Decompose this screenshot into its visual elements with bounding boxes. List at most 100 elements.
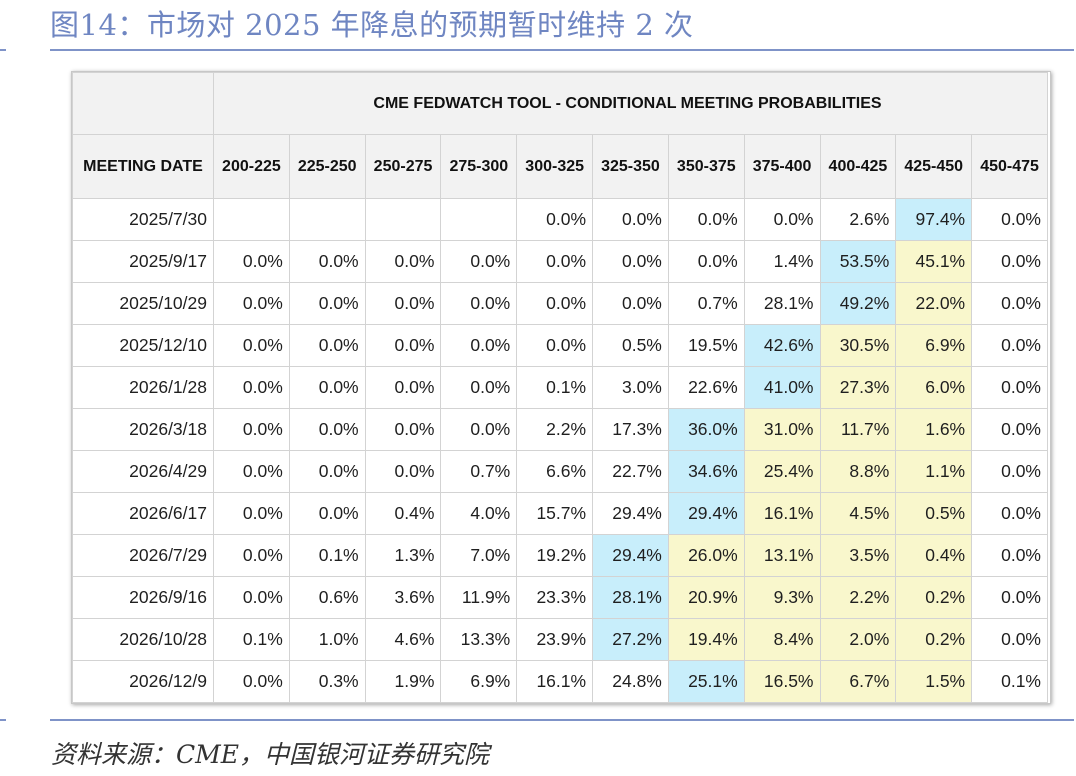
table-row: 2025/12/10 0.0% 0.0% 0.0% 0.0% 0.0% 0.5% 19.5% 4… <box>72 324 1048 367</box>
probability-cell: 0.0% <box>971 198 1048 241</box>
probability-cell: 0.0% <box>592 282 669 325</box>
probability-cell: 0.0% <box>213 450 290 493</box>
meeting-date-cell: 2026/3/18 <box>72 408 214 451</box>
table-row: 2026/9/16 0.0% 0.6% 3.6% 11.9% 23.3% 28.1% 20.9… <box>72 576 1048 619</box>
probability-cell: 9.3% <box>743 576 821 619</box>
probability-cell: 0.0% <box>516 324 594 367</box>
meeting-date-header: MEETING DATE <box>72 134 214 199</box>
probability-cell: 0.0% <box>213 534 290 577</box>
probability-cell <box>364 198 442 241</box>
probability-cell: 8.8% <box>819 450 897 493</box>
probability-cell: 1.9% <box>364 660 442 703</box>
probability-cell: 0.0% <box>516 282 594 325</box>
rate-column-header: 350-375 <box>667 134 745 199</box>
probability-cell: 27.3% <box>819 366 897 409</box>
probability-cell: 0.0% <box>971 408 1048 451</box>
probability-cell: 0.5% <box>592 324 669 367</box>
meeting-date-cell: 2025/10/29 <box>72 282 214 325</box>
rate-column-header: 400-425 <box>819 134 897 199</box>
rate-column-header: 325-350 <box>592 134 669 199</box>
probability-cell: 0.1% <box>516 366 594 409</box>
meeting-date-cell: 2026/6/17 <box>72 492 214 535</box>
probability-cell: 0.0% <box>971 366 1048 409</box>
probability-cell: 0.0% <box>213 660 290 703</box>
probability-cell: 0.0% <box>213 282 290 325</box>
probability-cell: 0.0% <box>213 576 290 619</box>
table-row: 2026/4/29 0.0% 0.0% 0.0% 0.7% 6.6% 22.7% 34.6% 2… <box>72 450 1048 493</box>
probability-cell: 4.6% <box>364 618 442 661</box>
meeting-date-cell: 2025/12/10 <box>72 324 214 367</box>
table-row: 2026/12/9 0.0% 0.3% 1.9% 6.9% 16.1% 24.8% 25.1%… <box>72 660 1048 703</box>
probability-cell: 0.4% <box>895 534 973 577</box>
probability-cell: 0.4% <box>364 492 442 535</box>
table-row: 2026/3/18 0.0% 0.0% 0.0% 0.0% 2.2% 17.3% 36.0% 3… <box>72 408 1048 451</box>
probability-cell: 0.0% <box>743 198 821 241</box>
probability-cell: 0.5% <box>895 492 973 535</box>
probability-cell: 23.9% <box>516 618 594 661</box>
rate-column-header: 275-300 <box>440 134 518 199</box>
probability-cell: 0.0% <box>288 450 366 493</box>
rate-column-header: 375-400 <box>743 134 821 199</box>
probability-cell: 0.0% <box>971 534 1048 577</box>
probability-cell: 0.0% <box>288 366 366 409</box>
probability-cell: 0.0% <box>288 492 366 535</box>
probability-cell: 23.3% <box>516 576 594 619</box>
figure-title: 图14：市场对 2025 年降息的预期暂时维持 2 次 <box>50 8 694 42</box>
probability-cell: 0.0% <box>971 450 1048 493</box>
probability-cell: 22.6% <box>667 366 745 409</box>
probability-cell: 1.6% <box>895 408 973 451</box>
probability-cell: 0.2% <box>895 618 973 661</box>
meeting-date-cell: 2026/7/29 <box>72 534 214 577</box>
probability-cell: 2.2% <box>516 408 594 451</box>
probability-cell: 25.1% <box>667 660 745 703</box>
meeting-date-cell: 2026/9/16 <box>72 576 214 619</box>
meeting-date-cell: 2026/12/9 <box>72 660 214 703</box>
table-row: 2025/9/17 0.0% 0.0% 0.0% 0.0% 0.0% 0.0% 0.0% 1.4… <box>72 240 1048 283</box>
probability-cell: 22.0% <box>895 282 973 325</box>
fedwatch-table-container: CME FEDWATCH TOOL - CONDITIONAL MEETING … <box>71 71 1051 704</box>
probability-cell: 29.4% <box>592 492 669 535</box>
source-rule <box>50 719 1074 721</box>
rate-column-header: 200-225 <box>213 134 290 199</box>
probability-cell: 24.8% <box>592 660 669 703</box>
probability-cell: 0.0% <box>971 240 1048 283</box>
probability-cell: 28.1% <box>743 282 821 325</box>
rate-column-header: 250-275 <box>364 134 442 199</box>
probability-cell: 13.3% <box>440 618 518 661</box>
left-tick-bottom <box>0 719 6 721</box>
rate-column-header: 300-325 <box>516 134 594 199</box>
probability-cell: 0.6% <box>288 576 366 619</box>
table-row: 2026/7/29 0.0% 0.1% 1.3% 7.0% 19.2% 29.4% 26.0%… <box>72 534 1048 577</box>
probability-cell: 0.0% <box>971 576 1048 619</box>
probability-cell: 45.1% <box>895 240 973 283</box>
probability-cell: 0.0% <box>592 198 669 241</box>
probability-cell: 0.0% <box>592 240 669 283</box>
probability-cell: 0.0% <box>288 408 366 451</box>
probability-cell: 19.4% <box>667 618 745 661</box>
probability-cell: 0.0% <box>440 324 518 367</box>
probability-cell: 28.1% <box>592 576 669 619</box>
probability-cell: 29.4% <box>667 492 745 535</box>
probability-cell: 8.4% <box>743 618 821 661</box>
probability-cell: 0.0% <box>213 324 290 367</box>
probability-cell: 0.0% <box>971 618 1048 661</box>
table-body: 2025/7/30 0.0% 0.0% 0.0% 0.0% 2.6% 97.4% 0.0% 20… <box>72 198 1048 703</box>
fedwatch-table: CME FEDWATCH TOOL - CONDITIONAL MEETING … <box>72 72 1048 703</box>
probability-cell: 0.0% <box>364 240 442 283</box>
probability-cell: 30.5% <box>819 324 897 367</box>
table-row: 2025/7/30 0.0% 0.0% 0.0% 0.0% 2.6% 97.4% 0.0% <box>72 198 1048 241</box>
probability-cell <box>288 198 366 241</box>
probability-cell: 36.0% <box>667 408 745 451</box>
probability-cell: 4.5% <box>819 492 897 535</box>
table-row: 2026/10/28 0.1% 1.0% 4.6% 13.3% 23.9% 27.2% 19.… <box>72 618 1048 661</box>
probability-cell: 0.0% <box>440 366 518 409</box>
meeting-date-cell: 2026/1/28 <box>72 366 214 409</box>
probability-cell: 0.7% <box>440 450 518 493</box>
probability-cell: 0.1% <box>971 660 1048 703</box>
probability-cell: 0.2% <box>895 576 973 619</box>
probability-cell: 0.0% <box>213 366 290 409</box>
probability-cell: 29.4% <box>592 534 669 577</box>
meeting-date-cell: 2025/7/30 <box>72 198 214 241</box>
probability-cell: 34.6% <box>667 450 745 493</box>
meeting-date-cell: 2026/4/29 <box>72 450 214 493</box>
